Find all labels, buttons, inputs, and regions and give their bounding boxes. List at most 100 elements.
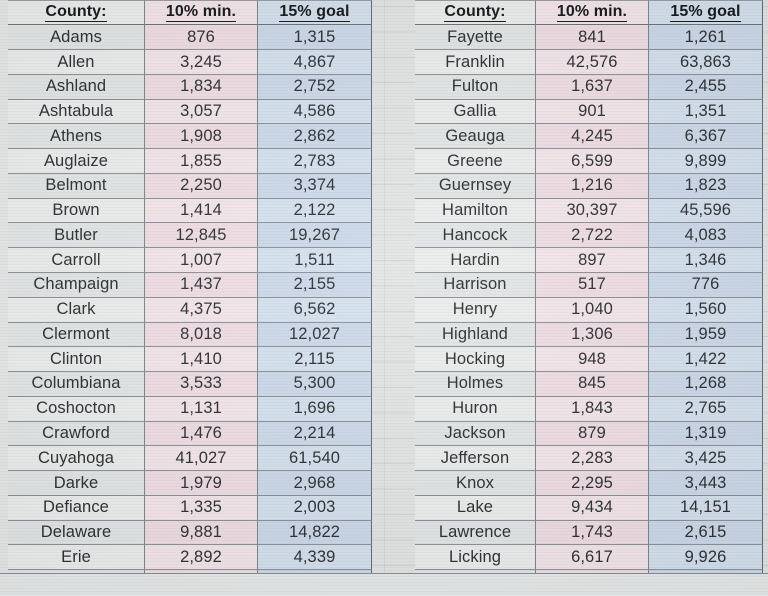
fifteen-percent-goal-cell[interactable]: 2,752 [258,74,372,100]
ten-percent-min-cell[interactable]: 1,637 [536,74,649,100]
column-header-fifteen-percent-goal[interactable]: 15% goal [258,0,372,26]
fifteen-percent-goal-cell[interactable]: 6,367 [649,124,763,150]
ten-percent-min-cell[interactable]: 4,375 [145,297,258,323]
ten-percent-min-cell[interactable]: 2,295 [536,471,649,496]
county-cell[interactable]: Greene [415,149,536,174]
fifteen-percent-goal-cell[interactable]: 2,155 [258,273,372,298]
fifteen-percent-goal-cell[interactable]: 1,422 [649,347,763,373]
fifteen-percent-goal-cell[interactable]: 3,425 [649,446,763,472]
fifteen-percent-goal-cell[interactable]: 63,863 [649,50,763,75]
ten-percent-min-cell[interactable]: 1,834 [145,74,258,100]
county-cell[interactable]: Butler [8,223,145,249]
ten-percent-min-cell[interactable]: 948 [536,347,649,373]
ten-percent-min-cell[interactable]: 41,027 [145,446,258,472]
column-header-ten-percent-min[interactable]: 10% min. [536,0,649,26]
county-cell[interactable]: Hardin [415,248,536,274]
ten-percent-min-cell[interactable]: 1,743 [536,520,649,546]
fifteen-percent-goal-cell[interactable]: 1,959 [649,322,763,348]
fifteen-percent-goal-cell[interactable]: 1,261 [649,25,763,51]
county-cell[interactable]: Henry [415,297,536,323]
fifteen-percent-goal-cell[interactable]: 6,562 [258,297,372,323]
county-cell[interactable]: Allen [8,50,145,75]
county-cell[interactable]: Jefferson [415,446,536,472]
fifteen-percent-goal-cell[interactable]: 9,899 [649,149,763,174]
county-cell[interactable]: Coshocton [8,396,145,422]
county-cell[interactable]: Gallia [415,99,536,125]
fifteen-percent-goal-cell[interactable]: 1,351 [649,99,763,125]
fifteen-percent-goal-cell[interactable]: 3,443 [649,471,763,496]
ten-percent-min-cell[interactable]: 12,845 [145,223,258,249]
fifteen-percent-goal-cell[interactable]: 61,540 [258,446,372,472]
ten-percent-min-cell[interactable]: 1,216 [536,173,649,199]
fifteen-percent-goal-cell[interactable]: 2,122 [258,198,372,224]
county-cell[interactable]: Franklin [415,50,536,75]
fifteen-percent-goal-cell[interactable]: 2,968 [258,471,372,496]
county-cell[interactable]: Harrison [415,273,536,298]
ten-percent-min-cell[interactable]: 1,306 [536,322,649,348]
ten-percent-min-cell[interactable]: 4,245 [536,124,649,150]
county-cell[interactable]: Adams [8,25,145,51]
ten-percent-min-cell[interactable]: 1,410 [145,347,258,373]
ten-percent-min-cell[interactable]: 845 [536,372,649,397]
ten-percent-min-cell[interactable]: 8,018 [145,322,258,348]
ten-percent-min-cell[interactable]: 6,617 [536,545,649,571]
county-cell[interactable]: Brown [8,198,145,224]
county-cell[interactable]: Licking [415,545,536,571]
fifteen-percent-goal-cell[interactable]: 14,822 [258,520,372,546]
fifteen-percent-goal-cell[interactable]: 5,300 [258,372,372,397]
ten-percent-min-cell[interactable]: 30,397 [536,198,649,224]
county-cell[interactable]: Delaware [8,520,145,546]
county-cell[interactable]: Auglaize [8,149,145,174]
county-cell[interactable]: Belmont [8,173,145,199]
ten-percent-min-cell[interactable]: 2,250 [145,173,258,199]
fifteen-percent-goal-cell[interactable]: 19,267 [258,223,372,249]
county-cell[interactable]: Clinton [8,347,145,373]
fifteen-percent-goal-cell[interactable]: 1,315 [258,25,372,51]
ten-percent-min-cell[interactable]: 9,434 [536,495,649,521]
county-cell[interactable]: Cuyahoga [8,446,145,472]
ten-percent-min-cell[interactable]: 3,533 [145,372,258,397]
ten-percent-min-cell[interactable]: 2,722 [536,223,649,249]
fifteen-percent-goal-cell[interactable]: 776 [649,273,763,298]
county-cell[interactable]: Hamilton [415,198,536,224]
fifteen-percent-goal-cell[interactable]: 1,560 [649,297,763,323]
fifteen-percent-goal-cell[interactable]: 9,926 [649,545,763,571]
fifteen-percent-goal-cell[interactable]: 4,867 [258,50,372,75]
county-cell[interactable]: Hancock [415,223,536,249]
county-cell[interactable]: Jackson [415,421,536,447]
ten-percent-min-cell[interactable]: 1,040 [536,297,649,323]
ten-percent-min-cell[interactable]: 1,414 [145,198,258,224]
ten-percent-min-cell[interactable]: 3,057 [145,99,258,125]
fifteen-percent-goal-cell[interactable]: 2,214 [258,421,372,447]
fifteen-percent-goal-cell[interactable]: 2,615 [649,520,763,546]
county-cell[interactable]: Highland [415,322,536,348]
ten-percent-min-cell[interactable]: 2,892 [145,545,258,571]
fifteen-percent-goal-cell[interactable]: 1,696 [258,396,372,422]
county-cell[interactable]: Clermont [8,322,145,348]
column-header-ten-percent-min[interactable]: 10% min. [145,0,258,26]
county-cell[interactable]: Darke [8,471,145,496]
county-cell[interactable]: Fayette [415,25,536,51]
county-cell[interactable]: Lake [415,495,536,521]
column-header-county[interactable]: County: [8,0,145,26]
county-cell[interactable]: Clark [8,297,145,323]
county-cell[interactable]: Lawrence [415,520,536,546]
ten-percent-min-cell[interactable]: 1,979 [145,471,258,496]
fifteen-percent-goal-cell[interactable]: 1,268 [649,372,763,397]
fifteen-percent-goal-cell[interactable]: 2,115 [258,347,372,373]
ten-percent-min-cell[interactable]: 42,576 [536,50,649,75]
fifteen-percent-goal-cell[interactable]: 1,823 [649,173,763,199]
county-cell[interactable]: Guernsey [415,173,536,199]
county-cell[interactable]: Fulton [415,74,536,100]
ten-percent-min-cell[interactable]: 1,476 [145,421,258,447]
county-cell[interactable]: Defiance [8,495,145,521]
county-cell[interactable]: Columbiana [8,372,145,397]
ten-percent-min-cell[interactable]: 879 [536,421,649,447]
fifteen-percent-goal-cell[interactable]: 3,374 [258,173,372,199]
ten-percent-min-cell[interactable]: 901 [536,99,649,125]
ten-percent-min-cell[interactable]: 517 [536,273,649,298]
fifteen-percent-goal-cell[interactable]: 2,003 [258,495,372,521]
ten-percent-min-cell[interactable]: 1,437 [145,273,258,298]
county-cell[interactable]: Holmes [415,372,536,397]
county-cell[interactable]: Knox [415,471,536,496]
